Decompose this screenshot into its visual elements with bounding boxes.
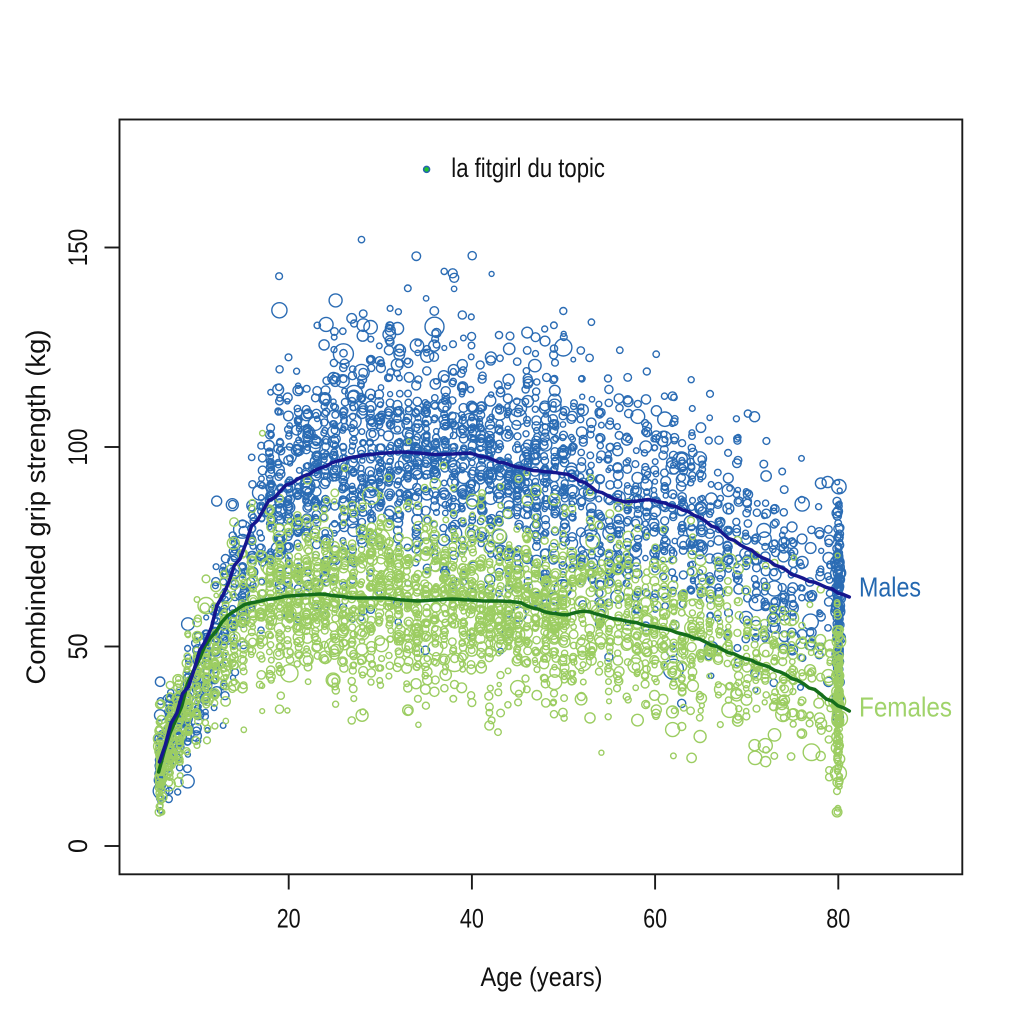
svg-text:Combinded grip strength (kg): Combinded grip strength (kg) xyxy=(21,330,51,685)
svg-text:80: 80 xyxy=(826,904,850,934)
svg-text:60: 60 xyxy=(643,904,667,934)
svg-text:50: 50 xyxy=(63,634,93,660)
svg-text:100: 100 xyxy=(63,429,93,466)
svg-text:150: 150 xyxy=(63,229,93,267)
svg-text:la fitgirl du topic: la fitgirl du topic xyxy=(451,153,605,183)
svg-text:Age (years): Age (years) xyxy=(481,962,603,992)
svg-text:20: 20 xyxy=(277,904,301,934)
svg-text:0: 0 xyxy=(63,839,93,853)
svg-text:40: 40 xyxy=(460,904,484,934)
